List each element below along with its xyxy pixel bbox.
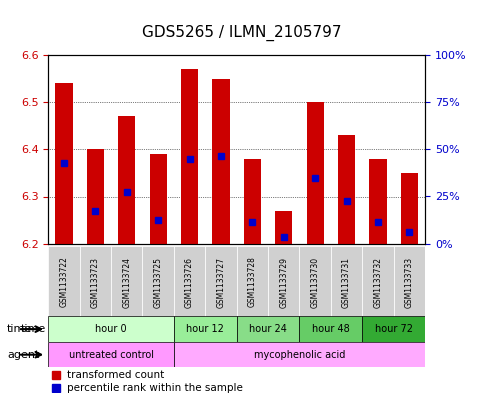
FancyBboxPatch shape bbox=[80, 246, 111, 318]
FancyBboxPatch shape bbox=[174, 316, 237, 342]
Text: GSM1133722: GSM1133722 bbox=[59, 257, 69, 307]
FancyBboxPatch shape bbox=[48, 342, 174, 367]
Text: transformed count: transformed count bbox=[67, 370, 164, 380]
FancyBboxPatch shape bbox=[174, 342, 425, 367]
Bar bbox=[369, 159, 386, 244]
Text: GSM1133727: GSM1133727 bbox=[216, 257, 226, 308]
FancyBboxPatch shape bbox=[237, 246, 268, 318]
Bar bbox=[244, 159, 261, 244]
Text: GSM1133725: GSM1133725 bbox=[154, 257, 163, 308]
Text: GSM1133732: GSM1133732 bbox=[373, 257, 383, 308]
Text: time: time bbox=[7, 324, 32, 334]
FancyBboxPatch shape bbox=[299, 316, 362, 342]
Text: untreated control: untreated control bbox=[69, 350, 154, 360]
FancyBboxPatch shape bbox=[362, 316, 425, 342]
Bar bbox=[118, 116, 135, 244]
Bar bbox=[181, 69, 198, 244]
Text: hour 48: hour 48 bbox=[312, 324, 350, 334]
Text: GSM1133724: GSM1133724 bbox=[122, 257, 131, 308]
Bar bbox=[338, 135, 355, 244]
FancyBboxPatch shape bbox=[48, 246, 80, 318]
FancyBboxPatch shape bbox=[299, 246, 331, 318]
FancyBboxPatch shape bbox=[48, 316, 174, 342]
FancyBboxPatch shape bbox=[268, 246, 299, 318]
Text: hour 0: hour 0 bbox=[95, 324, 127, 334]
Text: GSM1133729: GSM1133729 bbox=[279, 257, 288, 308]
Text: GSM1133733: GSM1133733 bbox=[405, 257, 414, 308]
Bar bbox=[275, 211, 292, 244]
Bar bbox=[307, 102, 324, 244]
Text: percentile rank within the sample: percentile rank within the sample bbox=[67, 383, 243, 393]
Text: agent: agent bbox=[7, 350, 40, 360]
FancyBboxPatch shape bbox=[142, 246, 174, 318]
Text: GSM1133728: GSM1133728 bbox=[248, 257, 257, 307]
Text: GDS5265 / ILMN_2105797: GDS5265 / ILMN_2105797 bbox=[142, 25, 341, 41]
Text: hour 72: hour 72 bbox=[375, 324, 412, 334]
Bar bbox=[87, 149, 104, 244]
FancyBboxPatch shape bbox=[237, 316, 299, 342]
Text: GSM1133730: GSM1133730 bbox=[311, 257, 320, 308]
Text: mycophenolic acid: mycophenolic acid bbox=[254, 350, 345, 360]
Text: time: time bbox=[21, 324, 46, 334]
Text: GSM1133723: GSM1133723 bbox=[91, 257, 100, 308]
Bar bbox=[150, 154, 167, 244]
Bar bbox=[56, 83, 72, 244]
Text: hour 12: hour 12 bbox=[186, 324, 224, 334]
FancyBboxPatch shape bbox=[331, 246, 362, 318]
Text: GSM1133726: GSM1133726 bbox=[185, 257, 194, 308]
Text: GSM1133731: GSM1133731 bbox=[342, 257, 351, 308]
Bar bbox=[213, 79, 229, 244]
FancyBboxPatch shape bbox=[394, 246, 425, 318]
FancyBboxPatch shape bbox=[205, 246, 237, 318]
FancyBboxPatch shape bbox=[362, 246, 394, 318]
Text: hour 24: hour 24 bbox=[249, 324, 287, 334]
FancyBboxPatch shape bbox=[174, 246, 205, 318]
FancyBboxPatch shape bbox=[111, 246, 142, 318]
Bar bbox=[401, 173, 418, 244]
